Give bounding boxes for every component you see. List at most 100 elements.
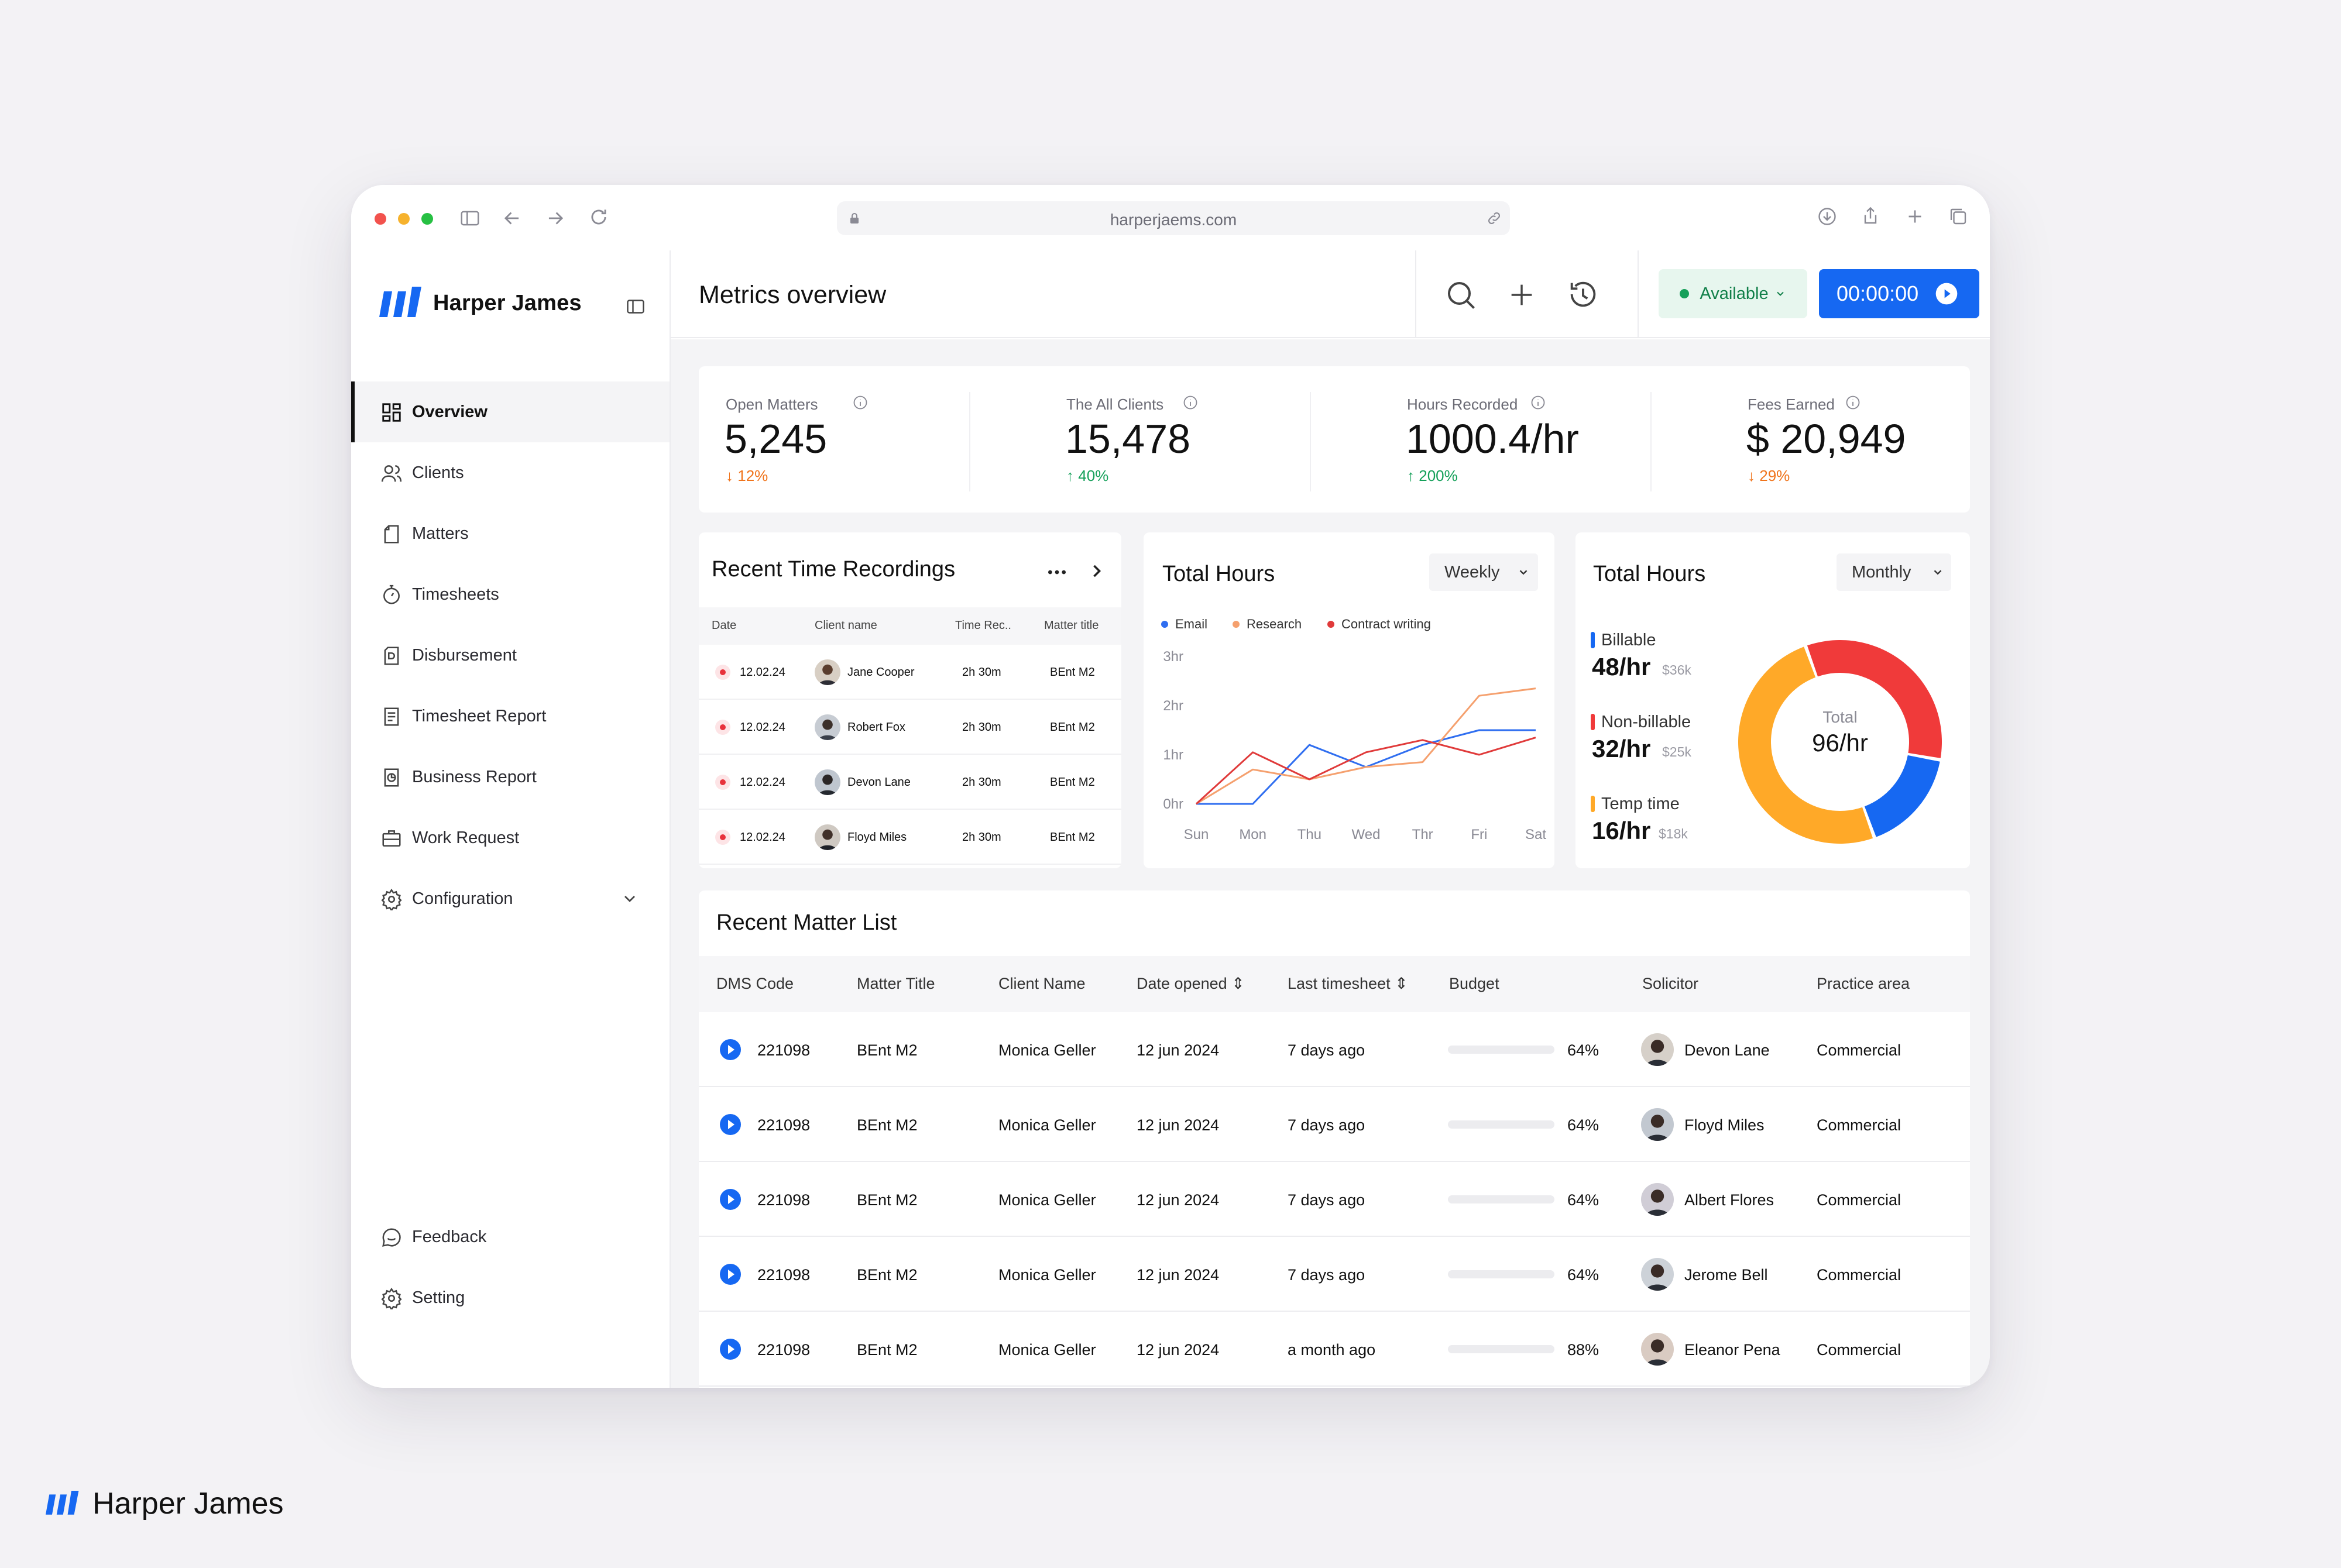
chart-title: Total Hours [1162, 562, 1275, 586]
link-icon[interactable] [1487, 211, 1502, 226]
sort-icon: ⇕ [1231, 975, 1245, 992]
chat-icon [380, 1226, 403, 1249]
sidebar-item-disbursement[interactable]: Disbursement [351, 625, 670, 686]
play-icon[interactable] [720, 1264, 741, 1285]
matter-title-cell: BEnt M2 [857, 1266, 918, 1284]
back-arrow-icon[interactable] [501, 207, 523, 229]
sortable-header-date-opened[interactable]: Date opened ⇕ [1137, 975, 1245, 993]
table-row[interactable]: 12.02.24 Robert Fox 2h 30m BEnt M2 [699, 700, 1121, 755]
matter-title-cell: BEnt M2 [857, 1191, 918, 1209]
last-timesheet-cell: 7 days ago [1288, 1266, 1365, 1284]
maximize-window-dot[interactable] [421, 213, 433, 225]
table-row[interactable]: 12.02.24 Floyd Miles 2h 30m BEnt M2 [699, 810, 1121, 865]
period-dropdown[interactable]: Monthly [1837, 553, 1951, 591]
table-row[interactable]: 221098 BEnt M2 Monica Geller 12 jun 2024 7 d… [699, 1087, 1970, 1162]
collapse-sidebar-icon[interactable] [625, 296, 646, 317]
history-icon[interactable] [1566, 277, 1600, 311]
table-row[interactable]: 221098 BEnt M2 Monica Geller 12 jun 2024 7 d… [699, 1012, 1970, 1087]
sidebar-item-business-report[interactable]: Business Report [351, 747, 670, 807]
sidebar-item-timesheet-report[interactable]: Timesheet Report [351, 686, 670, 747]
period-label: Weekly [1444, 562, 1500, 582]
legend-amount: $18k [1659, 826, 1688, 841]
table-row[interactable]: 221098 BEnt M2 Monica Geller 12 jun 2024 7 d… [699, 1237, 1970, 1312]
chevron-right-icon[interactable] [1086, 561, 1107, 582]
date-opened-cell: 12 jun 2024 [1137, 1116, 1220, 1134]
kpi-delta-value: 29% [1759, 467, 1790, 484]
legend-swatch [1327, 621, 1334, 628]
kpi-delta: ↑ 200% [1407, 467, 1458, 484]
play-icon[interactable] [720, 1039, 741, 1060]
kpi-delta: ↑ 40% [1066, 467, 1109, 484]
legend-swatch [1161, 621, 1168, 628]
sidebar-item-label: Matters [412, 524, 469, 543]
play-icon[interactable] [720, 1339, 741, 1360]
sidebar-item-feedback[interactable]: Feedback [351, 1206, 670, 1267]
sidebar-item-label: Overview [412, 402, 488, 421]
info-icon[interactable] [1182, 394, 1199, 411]
legend-label: Billable [1601, 631, 1656, 649]
sortable-header-last-timesheet[interactable]: Last timesheet ⇕ [1288, 975, 1408, 993]
matter-cell: BEnt M2 [1050, 776, 1095, 789]
column-header: Matter title [1044, 619, 1099, 632]
column-header: Solicitor [1642, 975, 1699, 992]
play-icon[interactable] [720, 1189, 741, 1210]
matter-title-cell: BEnt M2 [857, 1041, 918, 1059]
chevron-down-icon [1774, 288, 1786, 300]
budget-percent: 88% [1567, 1341, 1599, 1359]
budget-bar [1448, 1195, 1554, 1203]
practice-area-cell: Commercial [1817, 1266, 1901, 1284]
client-name-cell: Monica Geller [998, 1116, 1096, 1134]
add-icon[interactable] [1506, 280, 1537, 310]
share-icon[interactable] [1860, 205, 1881, 227]
sidebar-item-setting[interactable]: Setting [351, 1267, 670, 1328]
search-icon[interactable] [1443, 277, 1478, 312]
dms-code-cell: 221098 [757, 1341, 811, 1359]
sidebar-item-configuration[interactable]: Configuration [351, 868, 670, 929]
grid-icon [380, 401, 403, 424]
client-cell: Devon Lane [847, 776, 911, 789]
table-row[interactable]: 12.02.24 Devon Lane 2h 30m BEnt M2 [699, 755, 1121, 810]
more-options-icon[interactable] [1045, 561, 1069, 584]
legend-label: Temp time [1601, 795, 1680, 813]
period-dropdown[interactable]: Weekly [1429, 553, 1538, 591]
practice-area-cell: Commercial [1817, 1341, 1901, 1359]
table-row[interactable]: 221098 BEnt M2 Monica Geller 12 jun 2024 7 d… [699, 1162, 1970, 1237]
brand-logo[interactable]: Harper James [379, 286, 582, 321]
client-name-cell: Monica Geller [998, 1266, 1096, 1284]
minimize-window-dot[interactable] [398, 213, 410, 225]
info-icon[interactable] [1845, 394, 1861, 411]
play-icon[interactable] [720, 1114, 741, 1135]
new-tab-icon[interactable] [1904, 206, 1925, 227]
timer-button[interactable]: 00:00:00 [1819, 269, 1979, 318]
sidebar-item-overview[interactable]: Overview [351, 381, 670, 442]
donut-slice-billable [1738, 647, 1873, 844]
avatar [1641, 1258, 1674, 1291]
reload-icon[interactable] [588, 206, 610, 228]
sidebar-item-timesheets[interactable]: Timesheets [351, 564, 670, 625]
info-icon[interactable] [1530, 394, 1546, 411]
download-icon[interactable] [1817, 206, 1838, 227]
info-icon[interactable] [852, 394, 869, 411]
address-bar[interactable]: harperjaems.com [837, 201, 1510, 235]
budget-percent: 64% [1567, 1266, 1599, 1284]
sidebar-toggle-icon[interactable] [459, 207, 481, 229]
chart-title: Total Hours [1593, 562, 1706, 586]
availability-dropdown[interactable]: Available [1659, 269, 1807, 318]
tabs-overview-icon[interactable] [1948, 206, 1969, 227]
table-row[interactable]: 12.02.24 Jane Cooper 2h 30m BEnt M2 [699, 645, 1121, 700]
y-tick-label: 0hr [1163, 796, 1183, 812]
close-window-dot[interactable] [375, 213, 386, 225]
practice-area-cell: Commercial [1817, 1116, 1901, 1134]
header-divider [1638, 250, 1639, 337]
chevron-down-icon[interactable] [620, 889, 639, 908]
sidebar-item-label: Timesheets [412, 584, 499, 604]
sidebar-item-matters[interactable]: Matters [351, 503, 670, 564]
table-row[interactable]: 221098 BEnt M2 Monica Geller 12 jun 2024 a m… [699, 1312, 1970, 1387]
recent-time-card: Recent Time Recordings Date Client name … [699, 532, 1121, 868]
sidebar-item-work-request[interactable]: Work Request [351, 807, 670, 868]
logo-mark-icon [46, 1491, 80, 1517]
donut-slice-temp-time [1864, 755, 1940, 837]
sidebar-item-clients[interactable]: Clients [351, 442, 670, 503]
monthly-hours-card: Total Hours Monthly Billable 48/hr $36k … [1575, 532, 1970, 868]
forward-arrow-icon[interactable] [544, 207, 567, 229]
